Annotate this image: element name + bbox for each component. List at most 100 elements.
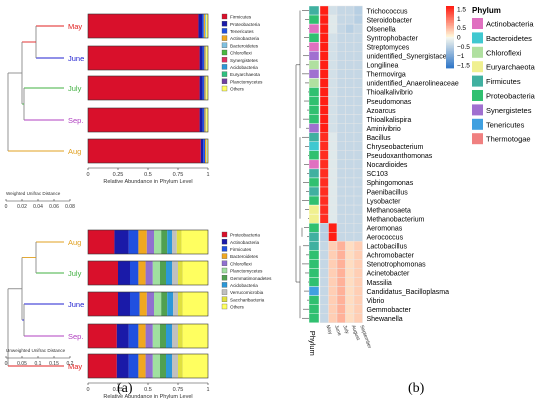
phylum-cell-24 [308,222,320,233]
heat-cell-2-2 [336,23,346,34]
colorbar-step-28 [446,49,454,52]
heat-cell-26-4 [353,241,363,251]
legend-swatch-1-2 [221,246,228,252]
bar-segment-1-0-10 [181,230,208,254]
bar-segment-1-4-1 [116,354,129,378]
legend-label-1-7: Acidobacteria [230,283,258,288]
phylum-cell-11 [308,105,320,115]
heat-cell-0-1 [328,5,338,16]
column-label-2: July [341,324,350,335]
category-label-1-2: June [68,300,84,309]
bar-segment-1-4-10 [182,354,208,378]
row-label-32: Vibrio [367,298,385,305]
heat-cell-17-2 [336,159,346,170]
heat-cell-22-3 [345,204,355,215]
legend-label-0-8: Euryarchaeota [230,72,260,77]
bar-outline-1-4 [87,353,209,379]
dendro-tick-label-0-3: 0.06 [49,204,59,210]
colorbar-tick-1: 1 [457,16,461,23]
bar-segment-1-1-8 [172,261,178,285]
heat-cell-33-1 [328,304,338,314]
dendro-tick-label-1-1: 0.05 [17,361,27,367]
legend-swatch-0-9 [221,78,228,84]
phylum-cell-5 [308,51,320,61]
colorbar-step-24 [446,43,454,46]
heat-cell-34-0 [319,313,329,323]
heat-cell-27-3 [345,250,355,260]
colorbar-step-22 [446,40,454,43]
heat-cell-31-1 [328,286,338,296]
colorbar-step-27 [446,47,454,50]
dendro-axis-title-0: Weighted Unifrac Distance [6,191,61,196]
bar-segment-0-3-1 [199,108,203,132]
row-label-15: Chryseobacterium [367,144,424,151]
colorbar-step-21 [446,38,454,41]
bar-segment-0-3-4 [205,108,207,132]
bar-segment-0-2-5 [206,76,208,100]
bar-segment-1-3-3 [138,324,146,348]
heat-cell-34-1 [328,313,338,323]
bar-segment-0-3-3 [204,108,206,132]
heat-cell-6-2 [336,60,346,70]
bar-segment-1-2-9 [178,292,183,316]
heat-cell-28-3 [345,259,355,269]
phylum-legend-swatch-2 [472,46,483,58]
colorbar-step-36 [446,61,454,64]
phylum-cell-32 [308,295,320,305]
heat-cell-0-2 [336,5,346,16]
heat-cell-18-1 [328,168,338,179]
heat-cell-11-4 [353,105,363,115]
colorbar-step-10 [446,21,454,24]
legend-label-0-3: Actinobacteria [230,36,260,41]
heat-cell-5-1 [328,51,338,61]
heat-cell-16-4 [353,150,363,161]
bar-outline-1-0 [87,229,209,255]
category-label-0-0: May [68,22,82,31]
heat-cell-8-2 [336,78,346,88]
heat-cell-20-2 [336,186,346,197]
column-label-0: May [324,324,333,335]
colorbar-step-39 [446,66,454,69]
heat-cell-12-3 [345,114,355,124]
row-label-31: Candidatus_Bacilloplasma [367,289,450,296]
row-label-17: Nocardioides [367,162,408,169]
row-label-27: Achromobacter [367,253,415,260]
heat-cell-15-0 [319,141,329,152]
bar-segment-1-3-8 [172,324,178,348]
heat-cell-29-0 [319,268,329,278]
bar-segment-1-4-7 [166,354,172,378]
legend-label-0-1: Proteobacteria [230,22,260,27]
heat-cell-0-3 [345,5,355,16]
colorbar-tick-5: −1 [457,53,465,60]
bar-outline-0-1 [87,45,209,71]
bar-segment-0-2-0 [88,76,200,100]
heat-cell-5-3 [345,51,355,61]
colorbar-step-31 [446,54,454,56]
heat-cell-10-3 [345,96,355,106]
phylum-legend-label-8: Thermotogae [486,135,531,144]
colorbar-step-29 [446,50,454,53]
heat-cell-3-1 [328,32,338,43]
column-label-3: August [350,324,361,341]
phylum-legend-swatch-7 [472,118,483,130]
heat-cell-9-1 [328,87,338,97]
heat-cell-33-0 [319,304,329,314]
phylum-legend-label-6: Synergistetes [486,106,532,115]
dendro-tick-label-0-2: 0.04 [33,204,43,210]
bar-segment-0-1-2 [202,46,205,70]
category-label-0-1: June [68,54,84,63]
colorbar-step-17 [446,32,454,35]
row-label-23: Methanobacterium [367,216,425,223]
colorbar-tick-6: −1.5 [457,63,470,70]
legend-label-1-6: Gemmatimonadetes [230,276,272,281]
x-tick-label-1-2: 0.5 [144,387,152,393]
heat-cell-2-0 [319,23,329,34]
legend-swatch-1-9 [221,296,228,302]
heat-cell-32-1 [328,295,338,305]
bar-segment-1-4-4 [145,354,153,378]
heat-cell-17-4 [353,159,363,170]
bar-segment-1-3-10 [182,324,208,348]
heat-cell-32-4 [353,295,363,305]
heat-cell-14-2 [336,132,346,142]
category-label-0-3: Sep. [68,116,83,125]
